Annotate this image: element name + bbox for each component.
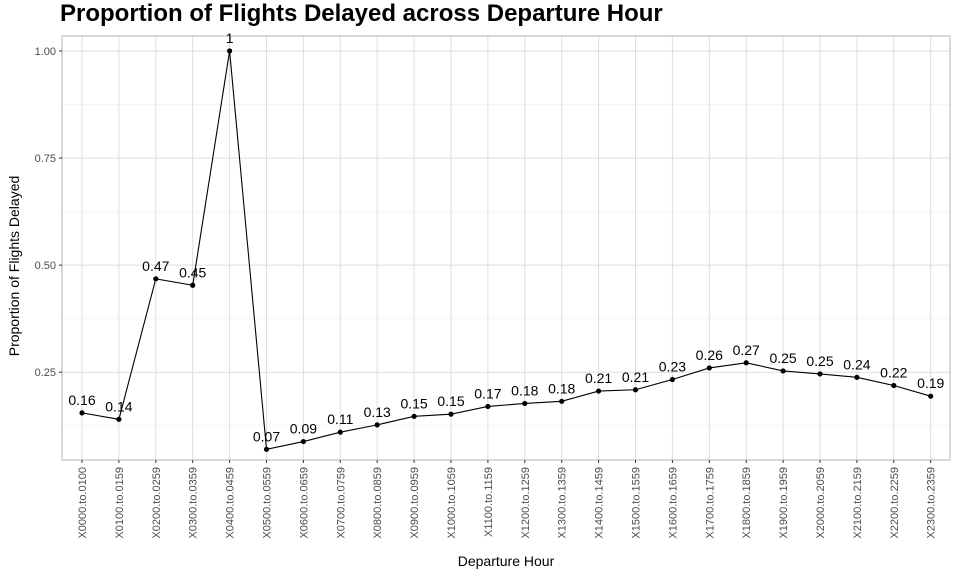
data-point bbox=[743, 360, 749, 366]
data-point bbox=[263, 446, 270, 452]
data-point bbox=[116, 416, 122, 422]
data-point bbox=[190, 282, 196, 288]
x-tick-label: X1300.to.1359 bbox=[557, 467, 569, 539]
data-point bbox=[669, 376, 676, 383]
data-label: 0.18 bbox=[548, 380, 575, 396]
chart-title: Proportion of Flights Delayed across Dep… bbox=[60, 0, 663, 27]
x-tick-label: X0700.to.0759 bbox=[335, 467, 347, 539]
grid bbox=[62, 36, 950, 460]
data-point bbox=[411, 413, 417, 419]
data-label: 0.47 bbox=[142, 258, 169, 274]
data-label: 0.22 bbox=[880, 364, 907, 380]
data-label: 0.17 bbox=[474, 385, 501, 401]
data-label: 0.13 bbox=[364, 404, 391, 420]
x-tick-label: X0200.to.0259 bbox=[151, 467, 163, 539]
data-point bbox=[817, 371, 823, 377]
x-tick-label: X1200.to.1259 bbox=[520, 467, 532, 539]
data-label: 0.21 bbox=[622, 369, 649, 385]
panel-border bbox=[61, 35, 951, 461]
data-points bbox=[79, 48, 934, 452]
x-tick-label: X2100.to.2159 bbox=[852, 467, 864, 539]
data-label: 0.24 bbox=[843, 356, 870, 372]
x-tick-label: X1800.to.1859 bbox=[741, 467, 753, 539]
x-tick-label: X0800.to.0859 bbox=[372, 467, 384, 539]
data-point bbox=[374, 422, 380, 428]
data-label: 0.19 bbox=[917, 375, 944, 391]
x-axis: X0000.to.0100 X0100.to.0159 X0200.to.0259 X… bbox=[77, 460, 938, 539]
data-label: 0.26 bbox=[696, 347, 723, 363]
data-point bbox=[153, 276, 159, 282]
data-label: 0.23 bbox=[659, 358, 686, 374]
data-point bbox=[891, 382, 897, 389]
x-tick-label: X1600.to.1659 bbox=[667, 467, 679, 539]
data-point bbox=[522, 400, 528, 407]
y-axis-title: Proportion of Flights Delayed bbox=[6, 176, 22, 357]
data-point bbox=[337, 429, 343, 435]
data-label: 0.11 bbox=[327, 411, 353, 427]
data-label: 0.16 bbox=[68, 392, 95, 408]
x-axis-title: Departure Hour bbox=[458, 553, 555, 569]
data-point bbox=[485, 403, 491, 410]
x-tick-label: X0400.to.0459 bbox=[225, 467, 237, 539]
x-tick-label: X0900.to.0959 bbox=[409, 467, 421, 539]
data-point bbox=[300, 438, 306, 445]
x-tick-label: X1700.to.1759 bbox=[704, 467, 716, 539]
data-point bbox=[559, 398, 565, 404]
x-tick-label: X1500.to.1559 bbox=[631, 467, 643, 539]
data-label: 0.45 bbox=[179, 264, 206, 280]
data-label: 0.21 bbox=[585, 370, 612, 386]
data-label: 0.25 bbox=[769, 350, 796, 366]
data-label: 1 bbox=[226, 30, 234, 46]
x-tick-label: X0600.to.0659 bbox=[298, 467, 310, 539]
data-label: 0.15 bbox=[437, 393, 464, 409]
data-point bbox=[79, 410, 85, 416]
x-tick-label: X1000.to.1059 bbox=[446, 467, 458, 539]
x-tick-label: X0100.to.0159 bbox=[114, 467, 126, 539]
y-tick-label: 0.50 bbox=[35, 260, 56, 272]
data-point bbox=[706, 365, 712, 371]
x-tick-label: X2200.to.2259 bbox=[889, 467, 901, 539]
series-line bbox=[81, 50, 931, 450]
data-label: 0.09 bbox=[290, 421, 317, 437]
x-tick-label: X1900.to.1959 bbox=[778, 467, 790, 539]
data-point bbox=[854, 374, 860, 380]
y-tick-label: 0.75 bbox=[35, 153, 56, 165]
data-label: 0.07 bbox=[253, 428, 280, 444]
y-axis: 0.25 0.50 0.75 1.00 bbox=[35, 46, 62, 379]
x-tick-label: X0300.to.0359 bbox=[188, 467, 200, 539]
x-tick-label: X1400.to.1459 bbox=[594, 467, 606, 539]
y-tick-label: 1.00 bbox=[35, 46, 56, 58]
data-label: 0.14 bbox=[105, 398, 132, 414]
y-tick-label: 0.25 bbox=[35, 367, 56, 379]
x-tick-label: X2000.to.2059 bbox=[815, 467, 827, 539]
data-labels: 0.16 0.14 0.47 0.45 1 0.07 0.09 0.11 0.13 0.15 0.1… bbox=[68, 30, 944, 444]
data-point bbox=[596, 388, 602, 394]
data-label: 0.15 bbox=[400, 395, 427, 411]
x-tick-label: X1100.to.1159 bbox=[483, 467, 495, 537]
data-point bbox=[632, 387, 639, 393]
data-point bbox=[448, 411, 454, 417]
data-label: 0.25 bbox=[806, 353, 833, 369]
data-label: 0.27 bbox=[733, 342, 760, 358]
x-tick-label: X2300.to.2359 bbox=[926, 467, 938, 539]
data-point bbox=[928, 393, 934, 399]
x-tick-label: X0500.to.0559 bbox=[262, 467, 274, 539]
x-tick-label: X0000.to.0100 bbox=[77, 467, 89, 539]
data-point bbox=[227, 48, 233, 54]
data-point bbox=[780, 368, 786, 374]
data-label: 0.18 bbox=[511, 382, 538, 398]
